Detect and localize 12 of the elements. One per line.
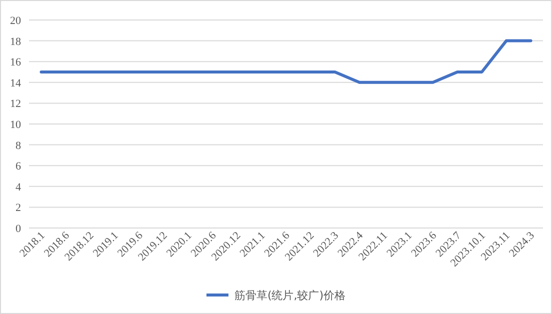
y-tick-label: 2 [16, 202, 21, 214]
y-tick-label: 10 [10, 119, 22, 131]
y-tick-label: 14 [10, 77, 22, 90]
legend-label: 筋骨草(统片,较广)价格 [234, 289, 346, 302]
y-tick-label: 6 [16, 160, 22, 173]
y-tick-label: 20 [10, 15, 22, 27]
y-tick-label: 4 [16, 181, 22, 194]
y-tick-label: 12 [10, 98, 21, 110]
y-tick-label: 18 [10, 36, 22, 48]
y-tick-label: 0 [16, 223, 22, 235]
y-tick-label: 8 [16, 140, 22, 152]
y-tick-label: 16 [10, 56, 22, 69]
